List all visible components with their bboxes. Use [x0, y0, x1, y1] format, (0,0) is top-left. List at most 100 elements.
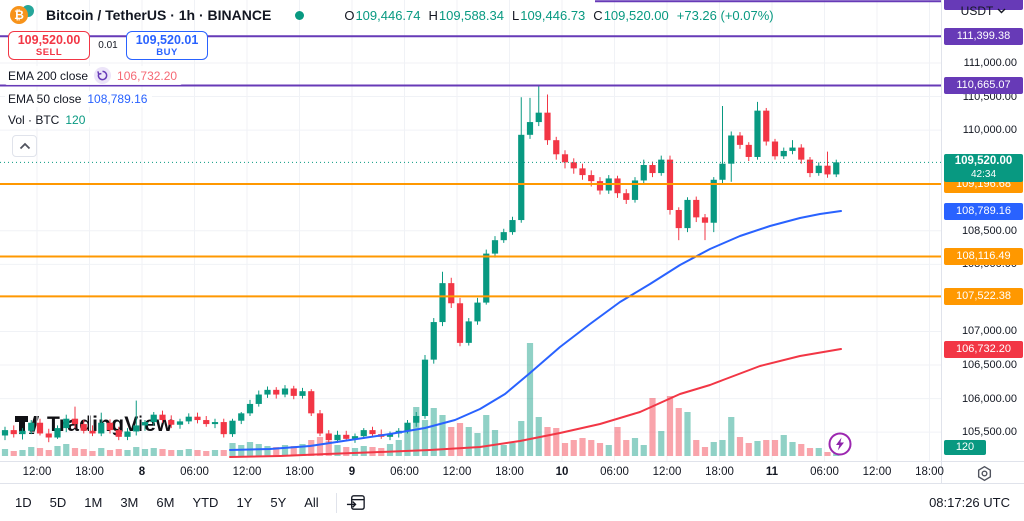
price-axis[interactable]: USDT 111,000.00 110,500.00 110,000.00 108,5…	[941, 0, 1024, 461]
bottom-toolbar: 1D 5D 1M 3M 6M YTD 1Y 5Y All 08:17:26 UTC	[0, 483, 1024, 521]
candles	[1, 85, 840, 444]
time-label: 12:00	[652, 466, 682, 478]
close-value: 109,520.00	[603, 7, 669, 23]
time-label: 9	[348, 466, 356, 478]
price-tick: 111,000.00	[963, 57, 1017, 69]
axis-separator	[941, 462, 942, 484]
range-3M[interactable]: 3M	[120, 495, 139, 510]
chevron-down-icon	[997, 8, 1006, 14]
range-5Y[interactable]: 5Y	[270, 495, 287, 510]
time-label: 11	[765, 466, 779, 478]
range-6M[interactable]: 6M	[156, 495, 175, 510]
sell-price: 109,520.00	[17, 33, 81, 47]
ema50-label: EMA 50 close	[8, 92, 82, 106]
time-label: 06:00	[810, 466, 839, 478]
time-label: 10	[555, 466, 569, 478]
sell-button[interactable]: 109,520.00 SELL	[8, 31, 90, 60]
price-tick: 107,000.00	[961, 325, 1017, 338]
price-level-label: 106,732.20	[944, 340, 1023, 358]
symbol-title[interactable]: Bitcoin / TetherUS · 1h · BINANCE	[46, 7, 272, 23]
buy-button[interactable]: 109,520.01 BUY	[126, 31, 208, 60]
volume-label: Vol · BTC	[8, 113, 60, 127]
quick-trade-lightning-icon[interactable]	[827, 431, 853, 457]
buy-price: 109,520.01	[135, 33, 199, 47]
ohlc-values: O 109,446.74 H 109,588.34 L 109,446.73 C 109…	[336, 8, 773, 23]
range-1M[interactable]: 1M	[84, 495, 103, 510]
range-All[interactable]: All	[304, 495, 319, 510]
price-level-label: 111,399.38	[944, 27, 1023, 45]
candlestick-chart[interactable]	[0, 0, 941, 461]
toolbar-divider	[335, 492, 337, 513]
legend-ema200[interactable]: EMA 200 close 106,732.20	[5, 66, 183, 85]
chart-pane[interactable]: TradingView ₿ Bitcoin / TetherUS · 1h · …	[0, 0, 941, 461]
price-tick: 106,500.00	[961, 359, 1017, 371]
time-label: 06:00	[180, 466, 209, 478]
time-label: 12:00	[232, 466, 262, 478]
low-value: 109,446.73	[520, 7, 586, 23]
open-value: 109,446.74	[355, 7, 421, 23]
axis-settings-gear-icon[interactable]	[976, 465, 993, 482]
time-label: 18:00	[495, 466, 524, 478]
time-label: 12:00	[442, 466, 472, 478]
level-lines	[0, 0, 941, 298]
calendar-arrow-icon	[347, 495, 366, 510]
range-1Y[interactable]: 1Y	[236, 495, 253, 510]
price-tick: 105,500.00	[961, 426, 1017, 439]
market-status-dot[interactable]	[295, 10, 305, 20]
ema200-label: EMA 200 close	[8, 68, 89, 83]
high-label: H	[428, 7, 438, 23]
currency-switcher[interactable]: USDT	[942, 4, 1024, 18]
ema50-value: 108,789.16	[87, 92, 148, 106]
spread-value: 0.01	[91, 39, 125, 52]
change-value: +73.26 (+0.07%)	[676, 7, 774, 23]
go-to-date-button[interactable]	[345, 491, 369, 515]
price-level-label: 107,522.38	[944, 287, 1023, 305]
price-level-label: 108,789.16	[944, 202, 1023, 220]
high-value: 109,588.34	[438, 7, 504, 23]
price-tick: 108,500.00	[961, 224, 1017, 237]
current-price-label: 109,520.00 42:34	[944, 154, 1023, 183]
ema200-value: 106,732.20	[117, 68, 178, 83]
open-label: O	[344, 7, 355, 23]
legend-volume[interactable]: Vol · BTC 120	[5, 112, 91, 128]
time-label: 18:00	[285, 466, 314, 478]
time-label: 18:00	[705, 466, 734, 478]
bar-countdown: 42:34	[970, 169, 997, 181]
sell-label: SELL	[35, 47, 63, 58]
price-tick: 106,000.00	[961, 392, 1017, 405]
clock-utc[interactable]: 08:17:26 UTC	[929, 495, 1010, 510]
time-label: 12:00	[22, 466, 52, 478]
refresh-icon[interactable]	[94, 67, 112, 84]
current-volume-label: 120	[944, 440, 986, 455]
time-label: 18:00	[915, 466, 944, 478]
pair-logo-icon: ₿	[10, 5, 40, 25]
grid-lines	[0, 0, 941, 461]
time-label: 12:00	[862, 466, 892, 478]
price-tick: 110,000.00	[962, 124, 1017, 137]
price-level-label: 110,665.07	[944, 76, 1023, 94]
price-level-label	[944, 0, 1023, 10]
trade-panel: 109,520.00 SELL 0.01 109,520.01 BUY	[8, 31, 208, 60]
buy-label: BUY	[156, 47, 178, 58]
range-YTD[interactable]: YTD	[192, 495, 219, 510]
time-label: 18:00	[75, 466, 104, 478]
time-axis[interactable]: 12:00 18:00 8 06:00 12:00 18:00 9 06:00 12:00 18:…	[0, 461, 1024, 484]
collapse-legend-button[interactable]	[12, 135, 37, 157]
symbol-header: ₿ Bitcoin / TetherUS · 1h · BINANCE O 109…	[10, 5, 774, 25]
range-1D[interactable]: 1D	[15, 495, 32, 510]
close-label: C	[593, 7, 603, 23]
time-label: 06:00	[600, 466, 629, 478]
chevron-up-icon	[19, 142, 30, 150]
ema-lines	[229, 210, 842, 458]
low-label: L	[511, 7, 520, 23]
range-5D[interactable]: 5D	[49, 495, 67, 510]
bitcoin-logo-icon: ₿	[10, 6, 28, 24]
time-label: 8	[138, 466, 146, 478]
volume-value: 120	[65, 113, 86, 127]
currency-label: USDT	[960, 4, 994, 18]
time-label: 06:00	[390, 466, 419, 478]
price-level-label: 108,116.49	[944, 248, 1023, 266]
legend-ema50[interactable]: EMA 50 close 108,789.16	[5, 91, 153, 107]
current-price-text: 109,520.00	[954, 155, 1013, 168]
